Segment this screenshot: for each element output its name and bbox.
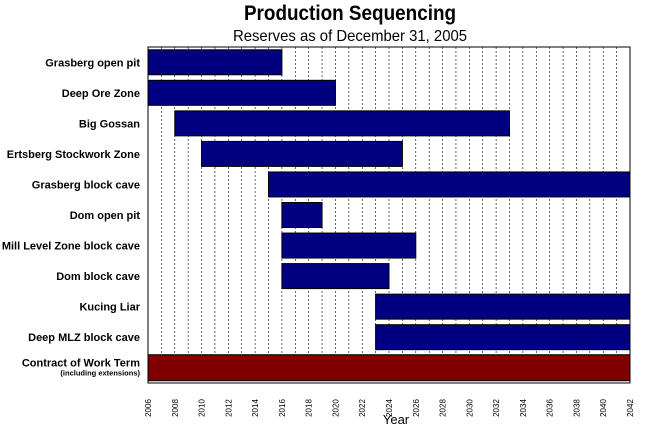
row-label: Dom block cave: [56, 271, 140, 283]
x-tick-label: 2040: [599, 399, 608, 417]
row-label: Deep MLZ block cave: [28, 332, 140, 344]
x-tick-label: 2038: [572, 399, 581, 417]
x-tick-label: 2012: [224, 399, 233, 417]
task-bar: [147, 79, 336, 106]
x-tick-label: 2016: [278, 399, 287, 417]
x-tick-label: 2024: [385, 399, 394, 417]
x-tick-label: 2036: [546, 399, 555, 417]
x-tick-label: 2034: [519, 399, 528, 417]
task-bar: [268, 171, 631, 198]
x-tick-label: 2014: [251, 399, 260, 417]
x-tick-label: 2026: [412, 399, 421, 417]
row-label: Deep Ore Zone: [62, 88, 140, 100]
chart-title: Production Sequencing: [243, 2, 457, 25]
row-sublabel: (including extensions): [60, 369, 140, 378]
task-bars: [147, 49, 631, 382]
task-bar: [147, 354, 631, 382]
plot-frame: [147, 46, 631, 384]
x-tick-label: 2042: [626, 399, 635, 417]
x-tick-label: 2032: [492, 399, 501, 417]
row-label: Contract of Work Term: [22, 358, 140, 370]
task-bar: [201, 140, 403, 167]
x-tick-label: 2008: [171, 399, 180, 417]
x-tick-label: 2018: [305, 399, 314, 417]
row-label: Grasberg block cave: [32, 179, 140, 191]
row-label: Big Gossan: [79, 118, 140, 130]
x-tick-label: 2006: [144, 399, 153, 417]
x-tick-label: 2010: [198, 399, 207, 417]
row-labels: Grasberg open pit Deep Ore Zone Big Gossan…: [2, 57, 141, 377]
chart-subtitle: Reserves as of December 31, 2005: [232, 28, 468, 45]
x-tick-label: 2028: [439, 399, 448, 417]
x-axis-label: Year: [383, 412, 410, 427]
x-axis-ticks: 2006 2008 2010 2012 2014 2016 2018 2020 2022 2024…: [144, 399, 635, 417]
task-bar: [281, 202, 323, 228]
task-bar: [375, 324, 631, 351]
row-label: Grasberg open pit: [45, 57, 140, 69]
x-tick-label: 2020: [331, 399, 340, 417]
task-bar: [147, 49, 283, 76]
row-label: Mill Level Zone block cave: [2, 241, 140, 253]
row-label: Ertsberg Stockwork Zone: [7, 149, 140, 161]
row-label: Dom open pit: [70, 210, 141, 222]
row-label: Kucing Liar: [79, 302, 140, 314]
x-tick-label: 2030: [465, 399, 474, 417]
task-bar: [375, 293, 631, 320]
task-bar: [281, 263, 390, 290]
task-bar: [174, 110, 510, 137]
x-tick-label: 2022: [358, 399, 367, 417]
task-bar: [281, 232, 417, 259]
